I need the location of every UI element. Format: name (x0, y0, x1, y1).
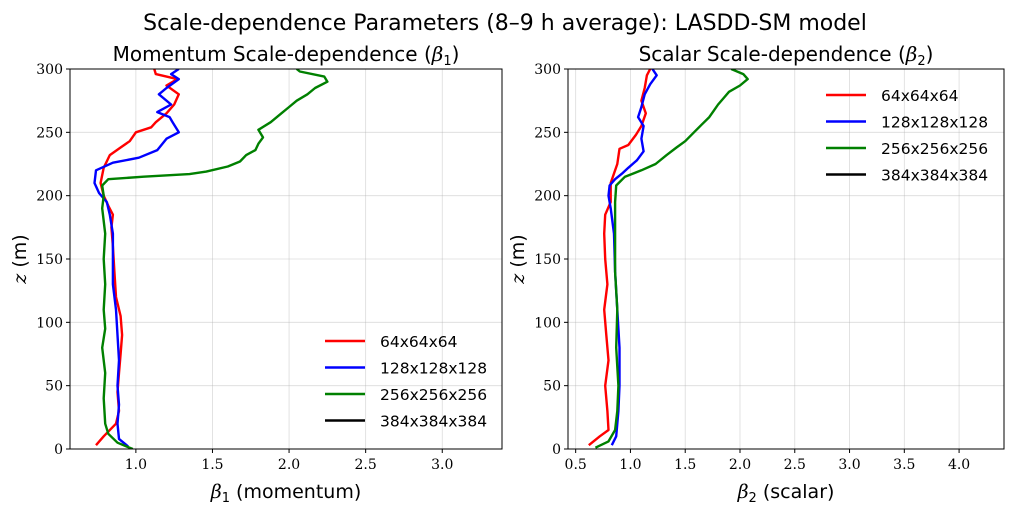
momentum-series-line-256x256x256 (101, 69, 329, 449)
scalar-x-tick-label: 2.5 (784, 457, 806, 473)
scalar-x-tick-label: 2.0 (729, 457, 751, 473)
scalar-y-tick-label: 0 (552, 442, 561, 458)
scalar-series-group (588, 69, 749, 449)
momentum-y-tick-label: 0 (54, 442, 63, 458)
momentum-series-line-64x64x64 (95, 69, 180, 446)
scalar-series-line-64x64x64 (588, 69, 652, 447)
scalar-x-tick-label: 3.5 (893, 457, 915, 473)
scalar-x-tick-label: 3.0 (838, 457, 860, 473)
momentum-y-tick-label: 50 (45, 379, 63, 395)
momentum-panel-title: Momentum Scale-dependence (β1) (113, 42, 460, 69)
scalar-x-tick-label: 1.0 (619, 457, 641, 473)
scalar-y-tick-label: 250 (534, 125, 561, 141)
momentum-x-axis-label: β1 (momentum) (210, 481, 362, 506)
scalar-panel: 0.5 1.0 1.5 2.0 2.5 3.0 3.5 4.0 0 50 100 150 200 250 3… (507, 42, 1005, 506)
momentum-x-tick-label: 1.5 (201, 457, 223, 473)
scalar-legend-label: 384x384x384 (881, 167, 988, 185)
momentum-y-tick-label: 200 (36, 189, 63, 205)
momentum-series-line-128x128x128 (93, 69, 180, 448)
scalar-legend-label: 256x256x256 (881, 140, 988, 158)
momentum-x-tick-label: 1.0 (125, 457, 147, 473)
momentum-legend-label: 128x128x128 (380, 360, 487, 378)
scalar-panel-title: Scalar Scale-dependence (β2) (639, 42, 934, 69)
momentum-panel: 1.0 1.5 2.0 2.5 3.0 0 50 100 150 200 250 300 Momentu… (9, 42, 503, 506)
scalar-x-axis-label: β2 (scalar) (737, 481, 835, 506)
momentum-legend-label: 384x384x384 (380, 413, 487, 431)
scalar-y-tick-label: 200 (534, 189, 561, 205)
momentum-y-tick-label: 150 (36, 252, 63, 268)
momentum-legend: 64x64x64 128x128x128 256x256x256 384x384x38… (325, 333, 487, 431)
momentum-y-tick-label: 300 (36, 62, 63, 78)
momentum-series-group (93, 69, 329, 449)
momentum-x-tick-label: 2.5 (355, 457, 377, 473)
scalar-y-tick-label: 100 (534, 315, 561, 331)
scalar-x-tick-label: 1.5 (674, 457, 696, 473)
scalar-y-tick-label: 150 (534, 252, 561, 268)
scalar-x-tick-label: 0.5 (565, 457, 587, 473)
momentum-y-tick-label: 100 (36, 315, 63, 331)
momentum-x-tick-label: 2.0 (278, 457, 300, 473)
scalar-legend-label: 128x128x128 (881, 114, 988, 132)
scalar-y-axis-label: z (m) (507, 234, 529, 284)
scalar-legend-label: 64x64x64 (881, 87, 959, 105)
scalar-legend: 64x64x64 128x128x128 256x256x256 384x384x38… (826, 87, 988, 185)
scalar-series-line-256x256x256 (594, 69, 749, 449)
scalar-y-tick-label: 50 (543, 379, 561, 395)
momentum-y-axis-label: z (m) (9, 234, 31, 284)
figure-title: Scale-dependence Parameters (8–9 h avera… (143, 11, 867, 36)
momentum-legend-label: 256x256x256 (380, 386, 487, 404)
momentum-legend-label: 64x64x64 (380, 333, 458, 351)
scalar-y-tick-label: 300 (534, 62, 561, 78)
scalar-x-tick-label: 4.0 (948, 457, 970, 473)
momentum-y-tick-label: 250 (36, 125, 63, 141)
momentum-x-tick-label: 3.0 (431, 457, 453, 473)
scalar-series-line-128x128x128 (607, 69, 658, 446)
